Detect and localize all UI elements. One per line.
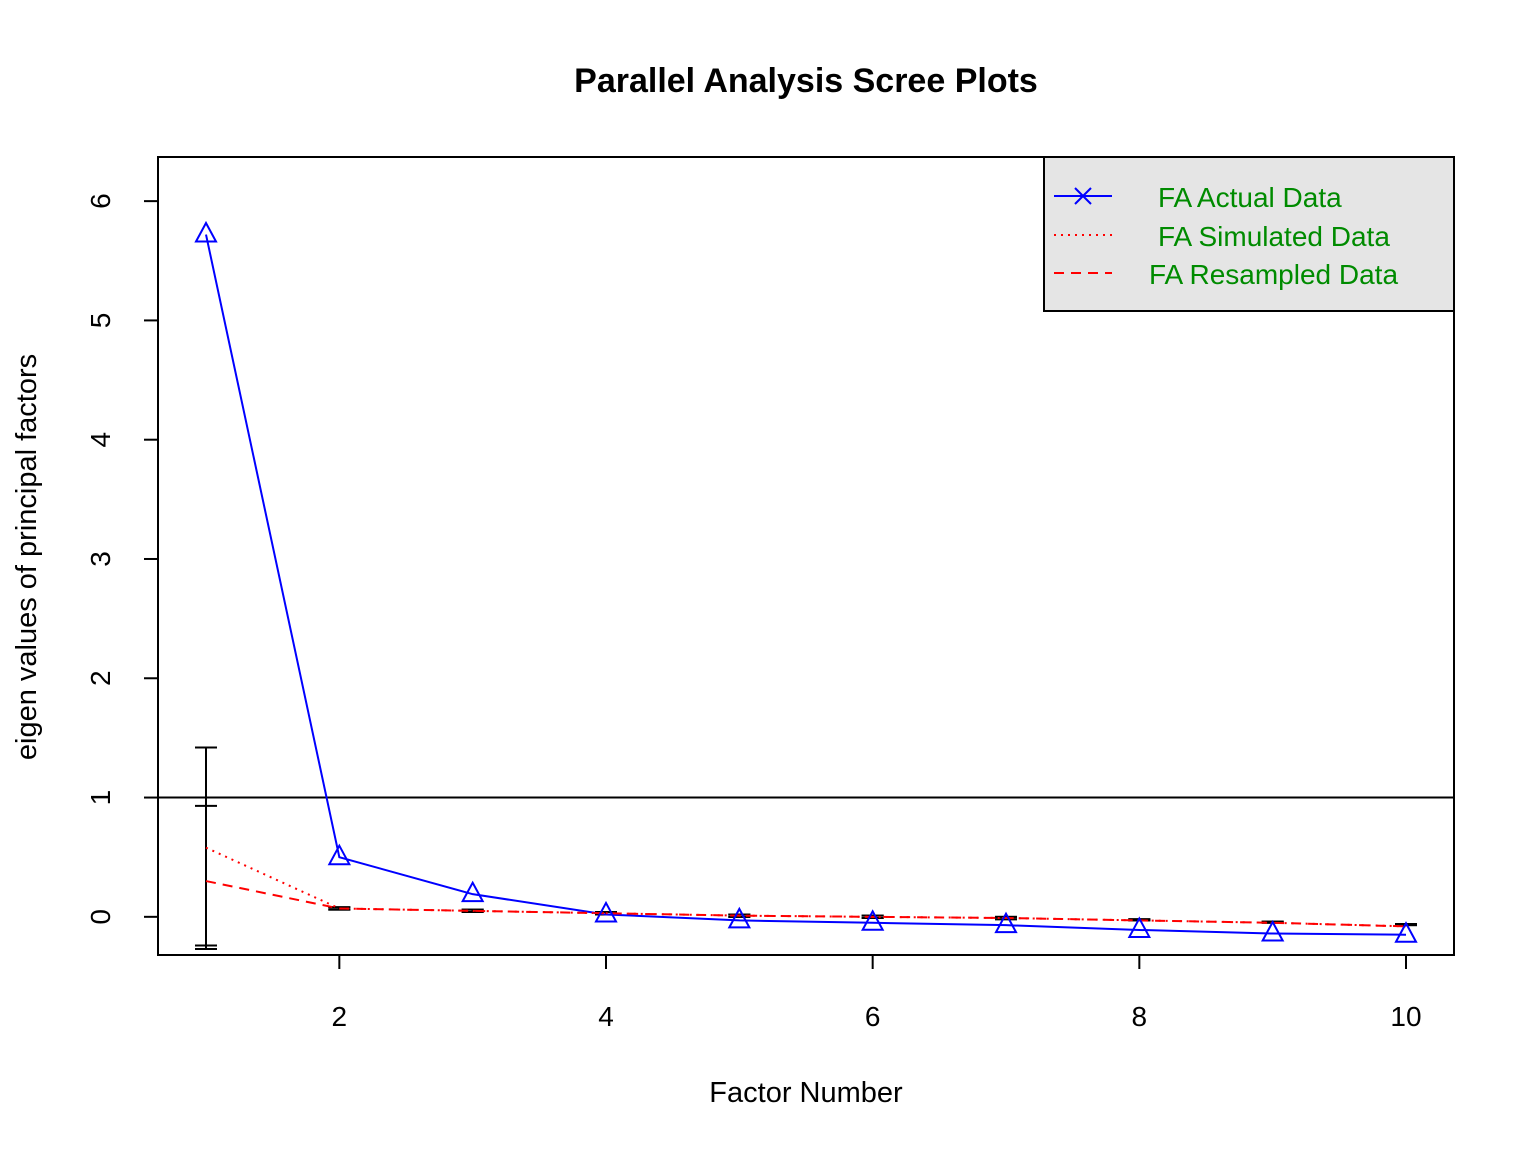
y-tick-label-0: 0 <box>85 909 116 925</box>
y-axis-label: eigen values of principal factors <box>11 354 43 760</box>
x-axis-label: Factor Number <box>709 1077 903 1109</box>
actual-point-6 <box>860 909 885 931</box>
x-tick-label-8: 8 <box>1132 1001 1148 1032</box>
legend-entry-simulated: FA Simulated Data <box>1158 221 1390 252</box>
actual-point-7 <box>994 911 1018 934</box>
legend-box <box>1043 156 1455 312</box>
y-tick-label-6: 6 <box>85 193 116 209</box>
actual-point-10 <box>1394 921 1418 943</box>
chart-title: Parallel Analysis Scree Plots <box>574 62 1038 100</box>
legend-entry-actual: FA Actual Data <box>1158 182 1342 213</box>
series-line-1 <box>205 846 1407 928</box>
actual-point-3 <box>460 880 485 903</box>
y-tick-label-1: 1 <box>85 790 116 806</box>
y-tick-label-5: 5 <box>85 313 116 329</box>
y-tick-label-2: 2 <box>85 670 116 686</box>
x-tick-label-4: 4 <box>598 1001 614 1032</box>
plot-area <box>158 220 1454 951</box>
actual-point-1 <box>194 220 218 243</box>
y-tick-label-3: 3 <box>85 551 116 567</box>
series-line-2 <box>205 880 1407 928</box>
actual-point-2 <box>327 843 352 866</box>
x-tick-label-2: 2 <box>332 1001 348 1032</box>
legend: FA Actual Data FA Simulated Data FA Resa… <box>1043 156 1455 312</box>
x-tick-label-6: 6 <box>865 1001 881 1032</box>
legend-entry-resampled: FA Resampled Data <box>1149 259 1398 290</box>
actual-point-5 <box>727 906 752 929</box>
y-tick-label-4: 4 <box>85 432 116 448</box>
series-line-0 <box>205 234 1407 936</box>
actual-point-8 <box>1127 916 1152 938</box>
x-tick-label-10: 10 <box>1390 1001 1421 1032</box>
actual-point-4 <box>594 900 618 923</box>
actual-point-9 <box>1260 919 1285 942</box>
legend-key-marker-b <box>1074 187 1092 205</box>
